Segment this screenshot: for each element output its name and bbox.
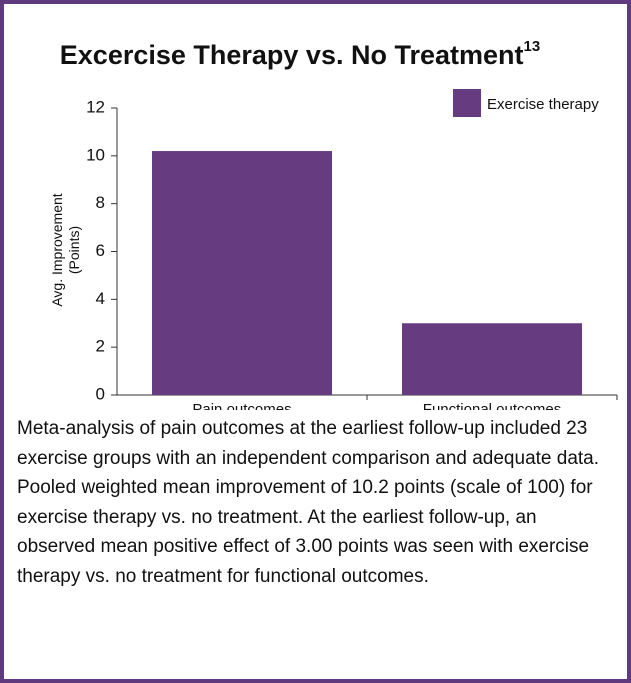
x-tick-label: Pain outcomes [192,401,291,410]
bar [152,151,332,395]
bar [402,323,582,395]
y-tick-label: 0 [96,384,105,403]
y-tick-label: 10 [86,145,105,164]
title-footnote: 13 [524,38,541,55]
title-text: Excercise Therapy vs. No Treatment [60,40,524,70]
y-tick-label: 2 [96,337,105,356]
chart: Excercise Therapy vs. No Treatment13 0 2 4… [49,38,618,410]
y-tick-label: 4 [96,289,105,308]
y-axis-label-line: Avg. Improvement [49,193,65,306]
y-tick-label: 12 [86,97,105,116]
y-tick-label: 6 [96,241,105,260]
legend-label: Exercise therapy [487,96,599,113]
chart-title: Excercise Therapy vs. No Treatment13 [60,38,540,70]
y-axis-label-line: (Points) [66,226,82,274]
y-axis-label: Avg. Improvement(Points) [49,193,82,306]
x-tick-label: Functional outcomes [423,401,561,410]
y-tick-label: 8 [96,193,105,212]
legend-swatch [453,89,481,117]
caption: Meta-analysis of pain outcomes at the ea… [17,418,600,587]
